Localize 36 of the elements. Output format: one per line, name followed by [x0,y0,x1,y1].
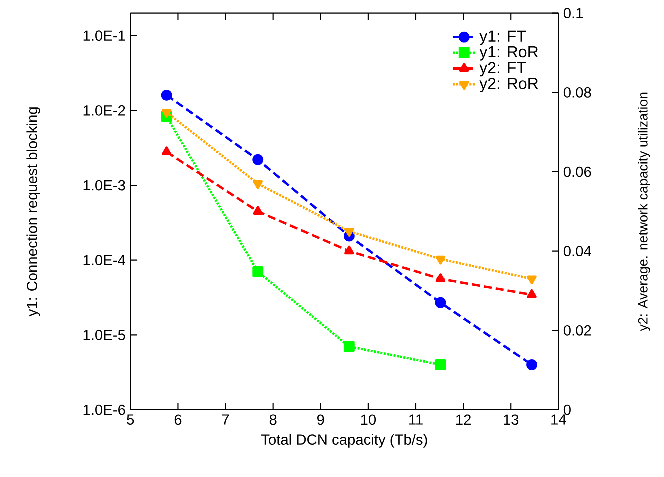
x-tick-label: 7 [222,414,230,425]
y-tick-label: 1.0E-5 [84,330,126,340]
point [344,341,355,352]
y-tick-label: 1.0E-6 [84,404,126,416]
point [435,297,446,308]
x-tick-label: 14 [552,414,566,425]
point [526,359,538,370]
x-tick-label: 8 [270,414,277,425]
x-axis-title: Total DCN capacity (Tb/s) [261,434,428,448]
x-tick-label: 13 [504,414,519,425]
y-tick-label: 1.0E-1 [84,30,126,41]
y2-tick-label: 0.1 [564,8,584,18]
y-axis-title: y1: Connection request blocking [26,107,40,317]
y2-tick-label: 0.08 [564,87,592,98]
legend-label: y2: FT [480,62,526,77]
legend-label: y1: FT [480,30,526,45]
x-tick-label: 5 [127,414,134,425]
x-tick-label: 12 [456,414,471,425]
point [161,90,172,101]
point [252,266,264,278]
y2-tick-label: 0 [564,404,571,416]
x-tick-label: 11 [409,414,423,425]
x-tick-label: 10 [361,414,376,425]
point [435,359,446,370]
y-tick-label: 1.0E-3 [84,180,126,191]
y2-tick-label: 0.06 [564,166,592,178]
y-tick-label: 1.0E-4 [84,255,126,266]
y-tick-label: 1.0E-2 [84,105,126,116]
legend-label: y1: RoR [480,46,538,61]
y2-tick-label: 0.02 [564,325,592,336]
x-tick-label: 6 [174,414,182,425]
point [252,154,264,166]
legend-label: y2: RoR [480,78,538,92]
y2-axis-title: y2: Average. network capacity utilization [638,92,650,332]
y2-tick-label: 0.04 [564,246,592,256]
x-tick-label: 9 [318,414,324,425]
